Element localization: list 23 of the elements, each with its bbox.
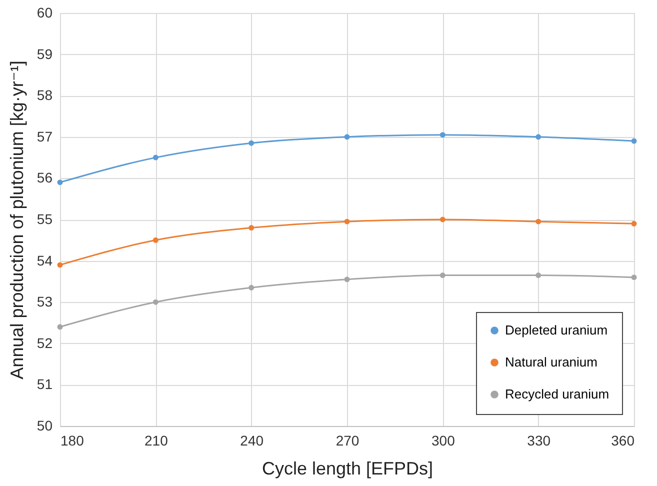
x-tick-label: 180 bbox=[60, 432, 84, 448]
y-tick-label: 52 bbox=[36, 334, 53, 351]
y-tick-label: 60 bbox=[36, 4, 53, 20]
y-tick-label: 50 bbox=[36, 418, 53, 434]
legend-label: Natural uranium bbox=[505, 354, 598, 370]
x-axis-title: Cycle length [EFPDs] bbox=[262, 458, 434, 478]
x-tick-label: 270 bbox=[336, 432, 360, 448]
x-tick-label: 240 bbox=[240, 432, 264, 448]
x-tick-label: 300 bbox=[431, 432, 456, 448]
y-tick-label: 54 bbox=[36, 252, 53, 268]
y-tick-label: 57 bbox=[36, 128, 53, 144]
y-tick-label: 59 bbox=[36, 46, 53, 62]
x-tick-label: 360 bbox=[611, 432, 635, 448]
x-tick-label: 330 bbox=[527, 432, 551, 448]
y-axis-title: Annual production of plutonium [kg·yr⁻¹] bbox=[6, 60, 27, 380]
y-tick-label: 55 bbox=[36, 211, 53, 227]
x-tick-label: 210 bbox=[144, 432, 168, 448]
y-tick-label: 56 bbox=[36, 170, 53, 186]
legend-label: Recycled uranium bbox=[505, 386, 610, 402]
legend-label: Depleted uranium bbox=[505, 322, 608, 338]
y-tick-label: 58 bbox=[36, 87, 53, 104]
y-tick-label: 53 bbox=[36, 294, 53, 310]
y-tick-label: 51 bbox=[36, 376, 53, 392]
